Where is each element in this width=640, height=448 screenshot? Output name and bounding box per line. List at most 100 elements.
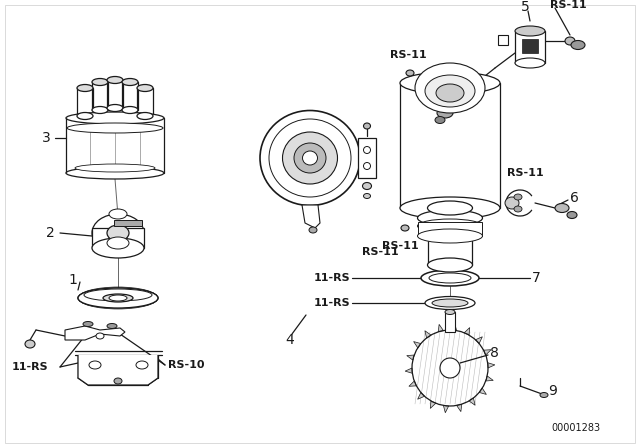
Bar [445,312,455,332]
Ellipse shape [362,182,371,190]
Text: 11-RS: 11-RS [314,298,350,308]
Polygon shape [456,404,461,412]
Ellipse shape [567,211,577,219]
Ellipse shape [122,107,138,113]
Ellipse shape [505,197,519,209]
Polygon shape [425,331,431,338]
Ellipse shape [78,288,158,308]
Text: RS-10: RS-10 [168,360,205,370]
Polygon shape [486,376,493,381]
Text: 00001283: 00001283 [551,423,600,433]
Ellipse shape [67,123,163,133]
Polygon shape [358,138,376,178]
Ellipse shape [417,210,483,226]
Ellipse shape [364,194,371,198]
Text: 3: 3 [42,131,51,145]
Ellipse shape [92,78,108,86]
Polygon shape [413,341,421,348]
Bar [92,228,144,248]
Bar [522,39,538,53]
Ellipse shape [515,58,545,68]
Polygon shape [464,327,470,335]
Ellipse shape [114,378,122,384]
Polygon shape [479,388,486,394]
Text: 4: 4 [285,333,294,347]
Ellipse shape [417,229,483,243]
Text: RS-11: RS-11 [390,50,426,60]
Text: 6: 6 [570,191,579,205]
Polygon shape [418,392,424,399]
Ellipse shape [401,225,409,231]
Ellipse shape [364,146,371,154]
Ellipse shape [83,322,93,327]
Ellipse shape [515,26,545,36]
Ellipse shape [417,219,483,233]
Ellipse shape [77,85,93,91]
Text: RS-11: RS-11 [507,168,543,178]
Polygon shape [484,350,491,355]
Ellipse shape [437,108,453,118]
Ellipse shape [136,361,148,369]
Polygon shape [451,323,456,331]
Ellipse shape [400,72,500,94]
Polygon shape [498,35,508,45]
Ellipse shape [107,225,129,241]
Ellipse shape [109,209,127,219]
Text: 2: 2 [46,226,55,240]
Polygon shape [302,205,320,228]
Ellipse shape [92,214,144,252]
Ellipse shape [282,132,337,184]
Text: 11-RS: 11-RS [12,362,49,372]
Ellipse shape [260,111,360,206]
Text: 7: 7 [532,271,541,285]
Ellipse shape [122,78,138,86]
Ellipse shape [421,270,479,286]
Bar [114,220,142,226]
Ellipse shape [92,238,144,258]
Ellipse shape [66,167,164,179]
Text: 5: 5 [520,0,529,14]
Ellipse shape [364,163,371,169]
Ellipse shape [514,194,522,200]
Ellipse shape [428,201,472,215]
Text: 11-RS: 11-RS [314,273,350,283]
Polygon shape [405,368,412,373]
Text: 9: 9 [548,384,557,398]
Ellipse shape [103,294,133,302]
Ellipse shape [303,151,317,165]
Ellipse shape [436,84,464,102]
Ellipse shape [514,206,522,212]
Ellipse shape [429,273,471,283]
Ellipse shape [107,104,123,112]
Ellipse shape [66,112,164,124]
Ellipse shape [75,164,155,172]
Ellipse shape [107,77,123,83]
Ellipse shape [107,323,117,328]
Polygon shape [409,381,417,386]
Polygon shape [78,355,158,385]
Ellipse shape [565,37,575,45]
Text: 8: 8 [490,346,499,360]
Text: RS-11: RS-11 [381,241,419,251]
Ellipse shape [137,112,153,120]
Ellipse shape [137,85,153,91]
Ellipse shape [445,310,455,314]
Polygon shape [65,326,125,340]
Text: RS-11: RS-11 [550,0,587,10]
Ellipse shape [415,63,485,113]
Ellipse shape [435,116,445,124]
Ellipse shape [96,333,104,339]
Polygon shape [469,398,475,405]
Ellipse shape [425,297,475,310]
Ellipse shape [84,289,152,301]
Ellipse shape [432,299,468,307]
Ellipse shape [109,295,127,301]
Bar [418,222,482,236]
Text: 1: 1 [68,273,77,287]
Ellipse shape [309,227,317,233]
Polygon shape [438,324,444,332]
Ellipse shape [428,258,472,272]
Ellipse shape [107,237,129,249]
Bar [515,31,545,63]
Ellipse shape [440,358,460,378]
